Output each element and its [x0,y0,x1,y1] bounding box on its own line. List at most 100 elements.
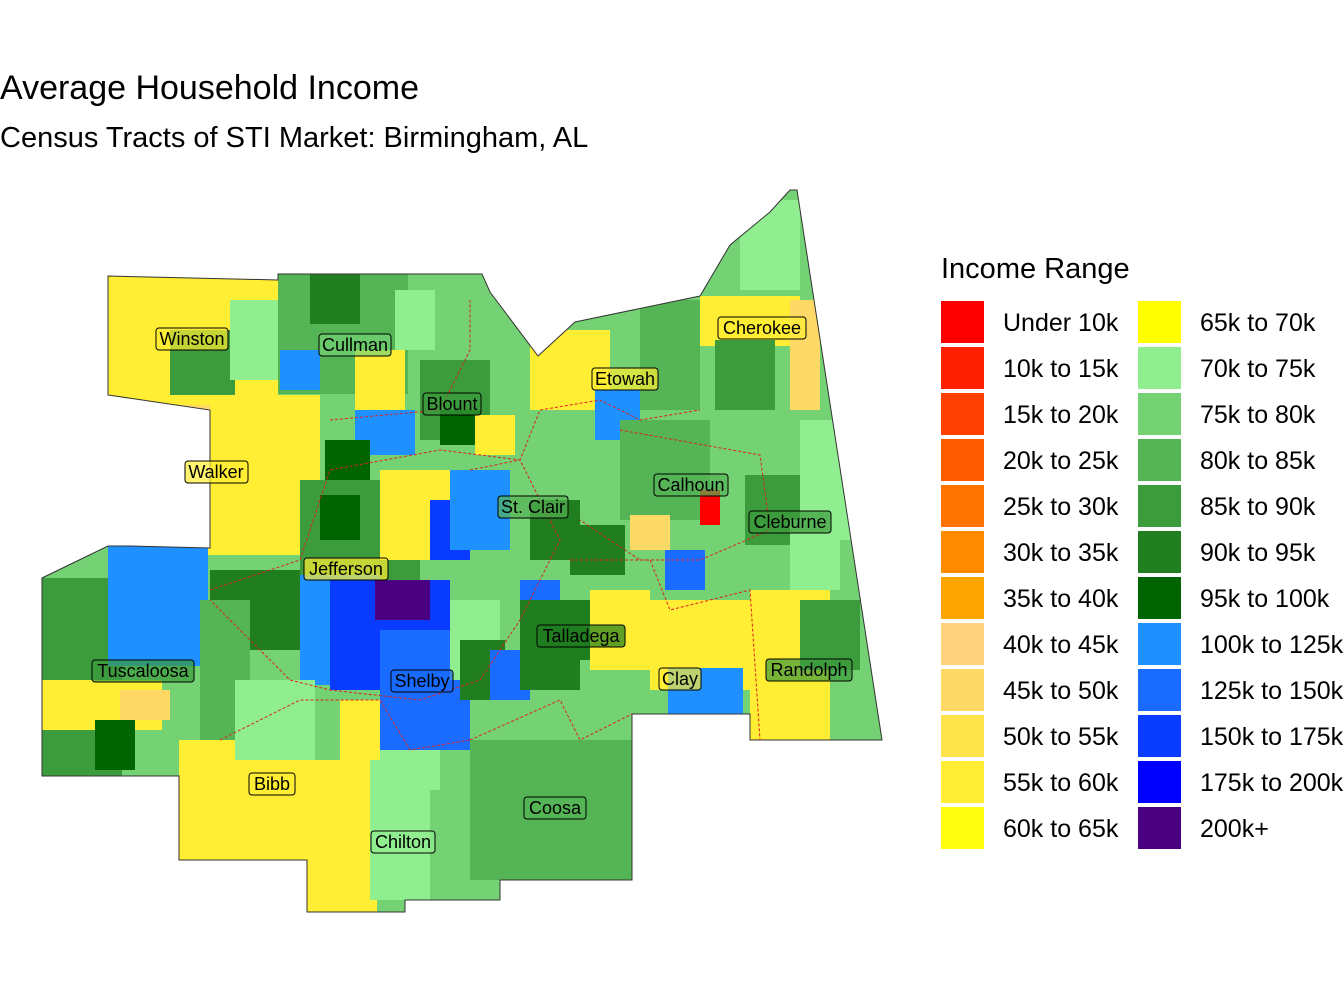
legend-swatch [941,623,984,665]
county-label-calhoun: Calhoun [653,473,729,497]
legend-label: 15k to 20k [1003,401,1119,429]
legend-item: 45k to 50k [941,669,1141,711]
legend-label: 30k to 35k [1003,539,1119,567]
legend-swatch [941,761,984,803]
legend-swatch [1138,531,1181,573]
county-label-text: Winston [159,329,224,349]
county-label-text: Bibb [254,774,290,794]
legend-label: 90k to 95k [1200,539,1316,567]
legend-label: 55k to 60k [1003,769,1119,797]
legend-swatch [1138,485,1181,527]
legend-swatch [1138,301,1181,343]
legend-item: 95k to 100k [1138,577,1338,619]
county-label-text: Calhoun [657,475,724,495]
county-label-text: Talladega [542,626,620,646]
legend-label: 50k to 55k [1003,723,1119,751]
county-label-randolph: Randolph [765,658,853,682]
legend-item: 70k to 75k [1138,347,1338,389]
tract-fills [42,190,882,912]
legend-item: 125k to 150k [1138,669,1343,711]
legend-label: 35k to 40k [1003,585,1119,613]
legend-item: 30k to 35k [941,531,1141,573]
legend-item: 175k to 200k [1138,761,1343,803]
county-label-text: Walker [188,462,243,482]
legend-label: 20k to 25k [1003,447,1119,475]
legend-item: 60k to 65k [941,807,1141,849]
legend-label: 65k to 70k [1200,309,1316,337]
legend-swatch [941,807,984,849]
county-label-etowah: Etowah [591,367,659,391]
legend-swatch [941,439,984,481]
county-label-text: Cherokee [723,318,801,338]
county-label-tuscaloosa: Tuscaloosa [91,659,195,683]
county-label-walker: Walker [184,460,249,484]
legend-item: 15k to 20k [941,393,1141,435]
county-label-jefferson: Jefferson [303,557,389,581]
legend-item: Under 10k [941,301,1141,343]
legend-label: 200k+ [1200,815,1269,843]
county-label-text: Chilton [375,832,431,852]
legend-label: 10k to 15k [1003,355,1119,383]
legend-swatch [941,393,984,435]
legend-swatch [1138,393,1181,435]
county-label-cleburne: Cleburne [748,510,832,534]
county-label-clay: Clay [658,667,702,691]
legend-item: 10k to 15k [941,347,1141,389]
county-label-text: Shelby [394,671,449,691]
county-label-text: Etowah [595,369,655,389]
county-label-winston: Winston [155,327,229,351]
legend-item: 65k to 70k [1138,301,1338,343]
legend-item: 20k to 25k [941,439,1141,481]
legend-label: Under 10k [1003,309,1119,337]
map-subtitle: Census Tracts of STI Market: Birmingham,… [0,122,589,154]
county-label-text: Cleburne [753,512,826,532]
legend-label: 95k to 100k [1200,585,1330,613]
county-label-coosa: Coosa [523,796,587,820]
legend-item: 55k to 60k [941,761,1141,803]
county-label-text: Coosa [529,798,582,818]
legend-item: 150k to 175k [1138,715,1343,757]
legend-label: 45k to 50k [1003,677,1119,705]
legend-item: 75k to 80k [1138,393,1338,435]
legend-item: 90k to 95k [1138,531,1338,573]
legend-item: 25k to 30k [941,485,1141,527]
county-label-blount: Blount [422,392,482,416]
county-label-text: Clay [662,669,698,689]
legend-swatch [1138,439,1181,481]
legend-swatch [1138,623,1181,665]
county-label-text: Blount [426,394,477,414]
county-labels: Winston Cullman Cherokee Etowah Blount W… [91,316,853,854]
legend-title: Income Range [941,253,1130,285]
legend-swatch [1138,807,1181,849]
legend-label: 100k to 125k [1200,631,1344,659]
county-label-text: Cullman [322,335,388,355]
legend-label: 75k to 80k [1200,401,1316,429]
county-label-text: Tuscaloosa [97,661,189,681]
legend-label: 85k to 90k [1200,493,1316,521]
legend-item: 100k to 125k [1138,623,1343,665]
map-title: Average Household Income [0,69,419,107]
legend-label: 80k to 85k [1200,447,1316,475]
market-outline [41,189,883,913]
legend-swatch [1138,669,1181,711]
county-label-talladega: Talladega [536,624,626,648]
legend-swatch [941,669,984,711]
legend-label: 175k to 200k [1200,769,1344,797]
legend-swatch [941,577,984,619]
legend-swatch [1138,347,1181,389]
legend-item: 35k to 40k [941,577,1141,619]
county-boundaries [209,300,771,751]
legend-label: 150k to 175k [1200,723,1344,751]
legend-swatch [941,347,984,389]
county-label-chilton: Chilton [370,830,436,854]
legend-item: 50k to 55k [941,715,1141,757]
county-label-text: St. Clair [501,497,565,517]
county-label-cullman: Cullman [318,333,392,357]
county-label-cherokee: Cherokee [717,316,807,340]
legend-swatch [1138,577,1181,619]
legend-label: 40k to 45k [1003,631,1119,659]
county-label-st-clair: St. Clair [497,495,569,519]
legend-item: 40k to 45k [941,623,1141,665]
county-label-bibb: Bibb [248,772,296,796]
